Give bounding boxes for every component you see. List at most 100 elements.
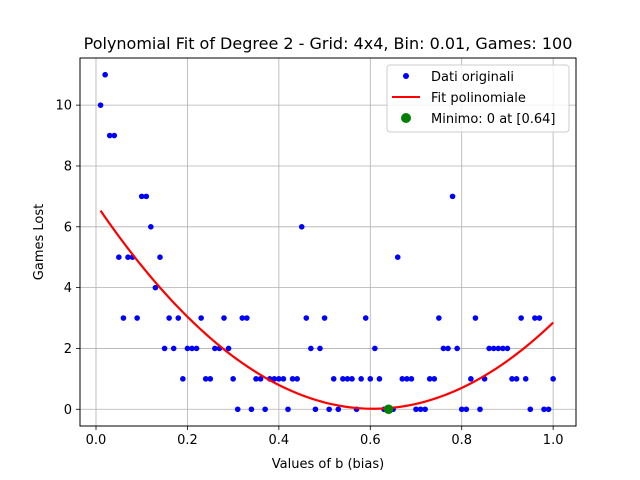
y-tick-label: 2 <box>64 342 72 357</box>
data-point <box>509 376 515 382</box>
data-point <box>472 315 479 321</box>
legend-label-minimo: Minimo: 0 at [0.64] <box>431 112 556 127</box>
data-point <box>321 315 328 321</box>
x-tick-label: 1.0 <box>543 433 564 448</box>
data-point <box>317 345 323 352</box>
data-point <box>436 315 442 321</box>
data-point <box>422 406 428 413</box>
data-point <box>335 406 342 413</box>
data-point <box>458 406 465 413</box>
data-point <box>198 315 204 321</box>
data-point <box>157 254 163 261</box>
data-point <box>367 376 374 382</box>
data-point <box>408 376 415 382</box>
y-tick-label: 10 <box>55 99 72 114</box>
data-point <box>170 345 177 352</box>
data-point <box>477 406 483 413</box>
data-point <box>102 71 108 78</box>
y-tick-label: 4 <box>64 281 72 296</box>
data-point <box>180 376 186 382</box>
data-point <box>426 376 433 382</box>
data-point <box>116 254 122 261</box>
data-point <box>138 193 145 200</box>
data-point <box>120 315 127 321</box>
data-point <box>143 193 150 200</box>
legend-label-dati-originali: Dati originali <box>431 70 514 85</box>
x-axis-label: Values of b (bias) <box>272 457 384 472</box>
data-point <box>285 406 291 413</box>
data-point <box>125 254 131 261</box>
data-point <box>280 376 287 382</box>
data-point <box>253 376 259 382</box>
data-point <box>152 284 159 291</box>
legend-box <box>386 64 570 133</box>
data-point <box>340 376 346 382</box>
data-point <box>193 345 200 352</box>
data-point <box>445 345 451 352</box>
data-point <box>312 406 319 413</box>
data-point <box>518 315 524 321</box>
data-point <box>527 406 534 413</box>
data-point <box>463 406 470 413</box>
data-point <box>490 345 497 352</box>
y-tick-label: 6 <box>64 220 72 235</box>
data-point <box>522 376 529 382</box>
data-point <box>244 315 250 321</box>
data-point <box>294 376 300 382</box>
data-point <box>495 345 502 352</box>
data-point <box>207 376 214 382</box>
data-point <box>500 345 506 352</box>
data-point <box>184 345 191 352</box>
data-point <box>326 406 332 413</box>
data-point <box>372 345 378 352</box>
data-point <box>513 376 520 382</box>
legend-marker-minimo <box>401 113 411 123</box>
legend-label-fit-polinomiale: Fit polinomiale <box>431 91 526 106</box>
data-point <box>97 102 104 108</box>
plot-data <box>97 71 556 415</box>
x-tick-label: 0.8 <box>451 433 472 448</box>
data-point <box>536 315 543 321</box>
data-point <box>106 132 113 139</box>
data-point <box>166 315 172 321</box>
data-point <box>221 315 227 321</box>
data-point <box>303 315 310 321</box>
data-point <box>344 376 351 382</box>
data-point <box>358 376 364 382</box>
plot-frame <box>79 57 577 427</box>
data-point <box>248 406 255 413</box>
x-tick-label: 0.2 <box>177 433 198 448</box>
data-point <box>417 406 424 413</box>
data-point <box>468 376 474 382</box>
data-point <box>404 376 410 382</box>
data-point <box>399 376 406 382</box>
data-point <box>202 376 209 382</box>
data-point <box>148 223 154 230</box>
axis-ticks: 0.0 0.2 0.4 0.6 0.8 1.0 0 2 4 6 8 10 <box>55 99 563 448</box>
data-point <box>362 315 369 321</box>
data-point <box>189 345 195 352</box>
data-point <box>330 376 337 382</box>
data-point <box>504 345 511 352</box>
data-point <box>230 376 236 382</box>
data-point <box>440 345 447 352</box>
data-point <box>289 376 296 382</box>
data-point <box>175 315 182 321</box>
legend-marker-dati-originali <box>403 73 409 79</box>
y-tick-label: 8 <box>64 159 72 174</box>
x-tick-label: 0.0 <box>86 433 107 448</box>
x-tick-label: 0.4 <box>269 433 290 448</box>
data-point <box>239 315 246 321</box>
data-point <box>271 376 278 382</box>
data-point <box>308 345 314 352</box>
data-point <box>532 315 538 321</box>
data-point <box>413 406 419 413</box>
data-point <box>376 376 383 382</box>
data-point <box>550 376 556 382</box>
data-point <box>541 406 547 413</box>
fit-curve <box>99 210 554 410</box>
data-point <box>431 376 438 382</box>
data-point <box>111 132 118 139</box>
y-axis-label: Games Lost <box>32 204 47 280</box>
